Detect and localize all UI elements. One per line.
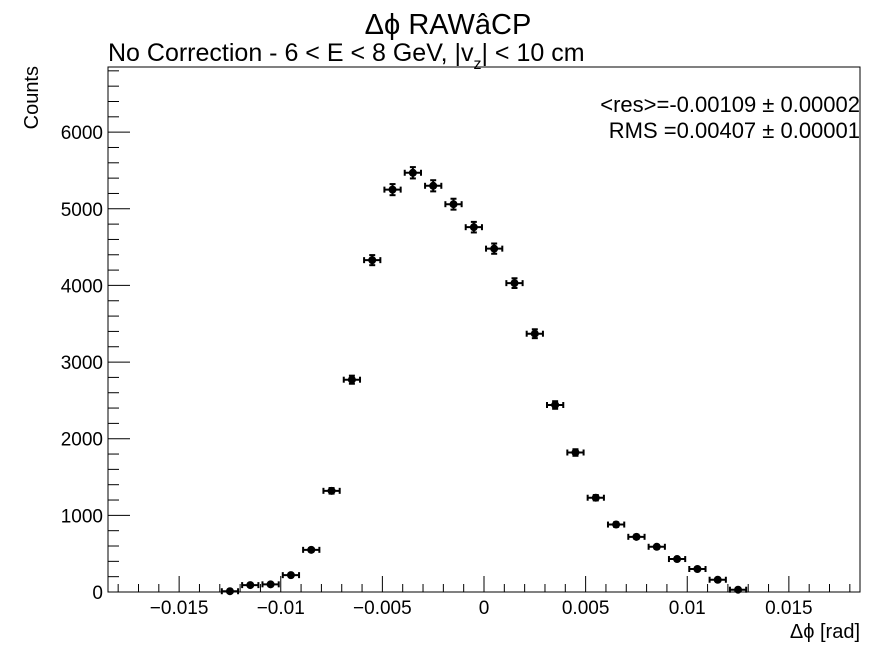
x-tick-label: 0.005 bbox=[562, 598, 610, 619]
data-point bbox=[505, 277, 524, 289]
x-tick-label: −0.01 bbox=[257, 598, 305, 619]
point-marker bbox=[632, 532, 641, 541]
y-tick-label: 2000 bbox=[61, 430, 103, 451]
point-marker bbox=[551, 400, 560, 409]
chart-title: Δϕ RAWâCP bbox=[365, 9, 532, 41]
point-marker bbox=[429, 181, 438, 190]
axis-ticks bbox=[108, 70, 851, 593]
x-tick-label: −0.015 bbox=[150, 598, 209, 619]
point-marker bbox=[673, 555, 682, 564]
point-marker bbox=[652, 542, 661, 551]
point-marker bbox=[266, 580, 275, 589]
data-point bbox=[728, 585, 748, 594]
data-point bbox=[322, 486, 341, 495]
stats-rms: RMS =0.00407 ± 0.00001 bbox=[609, 118, 860, 143]
point-marker bbox=[286, 571, 295, 580]
y-tick-label: 3000 bbox=[61, 353, 103, 374]
point-marker bbox=[734, 585, 743, 594]
x-tick-label: 0.015 bbox=[765, 598, 813, 619]
data-point bbox=[485, 242, 504, 255]
x-tick-label: 0.01 bbox=[669, 598, 706, 619]
plot-frame bbox=[107, 66, 861, 593]
data-point bbox=[566, 448, 585, 457]
point-marker bbox=[591, 493, 600, 502]
data-point bbox=[647, 542, 666, 551]
data-point bbox=[586, 493, 605, 502]
data-point bbox=[464, 220, 483, 234]
y-tick-label: 6000 bbox=[61, 123, 103, 144]
y-axis-label: Counts bbox=[21, 66, 43, 129]
point-marker bbox=[388, 185, 397, 194]
point-marker bbox=[449, 200, 458, 209]
data-point bbox=[667, 555, 687, 564]
y-tick-label: 0 bbox=[92, 583, 103, 604]
data-point bbox=[220, 587, 240, 596]
x-tick-label: 0 bbox=[479, 598, 490, 619]
data-point bbox=[546, 400, 565, 410]
point-marker bbox=[368, 256, 377, 265]
subtitle-prefix: No Correction - 6 < E < 8 GeV, |v bbox=[108, 39, 474, 67]
point-marker bbox=[246, 581, 255, 590]
data-point bbox=[444, 197, 463, 211]
y-tick-label: 5000 bbox=[61, 200, 103, 221]
point-marker bbox=[347, 375, 356, 384]
point-marker bbox=[571, 448, 580, 457]
x-tick-label: −0.005 bbox=[353, 598, 412, 619]
data-point bbox=[708, 575, 727, 584]
y-tick-label: 1000 bbox=[61, 506, 103, 527]
data-points bbox=[220, 166, 748, 596]
data-point bbox=[525, 328, 544, 340]
point-marker bbox=[469, 223, 478, 232]
data-point bbox=[281, 571, 301, 580]
axis-tick-labels: −0.015 −0.01 −0.005 0 0.005 0.01 0.015 0 1000 200… bbox=[61, 123, 813, 619]
data-point bbox=[403, 166, 422, 180]
data-point bbox=[241, 581, 260, 590]
data-point bbox=[261, 580, 280, 589]
data-point bbox=[302, 545, 321, 554]
point-marker bbox=[530, 329, 539, 338]
point-marker bbox=[510, 279, 519, 288]
stats-mean: <res>=-0.00109 ± 0.00002 bbox=[600, 92, 860, 117]
data-point bbox=[606, 520, 626, 529]
chart-subtitle: No Correction - 6 < E < 8 GeV, |vz| < 10… bbox=[108, 39, 585, 73]
point-marker bbox=[327, 486, 336, 495]
data-point bbox=[627, 532, 646, 541]
point-marker bbox=[490, 244, 499, 253]
point-marker bbox=[408, 168, 417, 177]
point-marker bbox=[612, 520, 621, 529]
subtitle-subscript: z bbox=[473, 56, 481, 73]
data-point bbox=[424, 179, 443, 193]
point-marker bbox=[713, 575, 722, 584]
y-tick-label: 4000 bbox=[61, 276, 103, 297]
point-marker bbox=[693, 565, 702, 574]
point-marker bbox=[307, 545, 316, 554]
data-point bbox=[383, 183, 402, 197]
x-axis-label: Δϕ [rad] bbox=[790, 621, 860, 643]
data-point bbox=[688, 565, 707, 574]
data-point bbox=[342, 374, 362, 385]
subtitle-suffix: | < 10 cm bbox=[481, 39, 584, 67]
point-marker bbox=[225, 587, 234, 596]
data-point bbox=[363, 254, 382, 267]
